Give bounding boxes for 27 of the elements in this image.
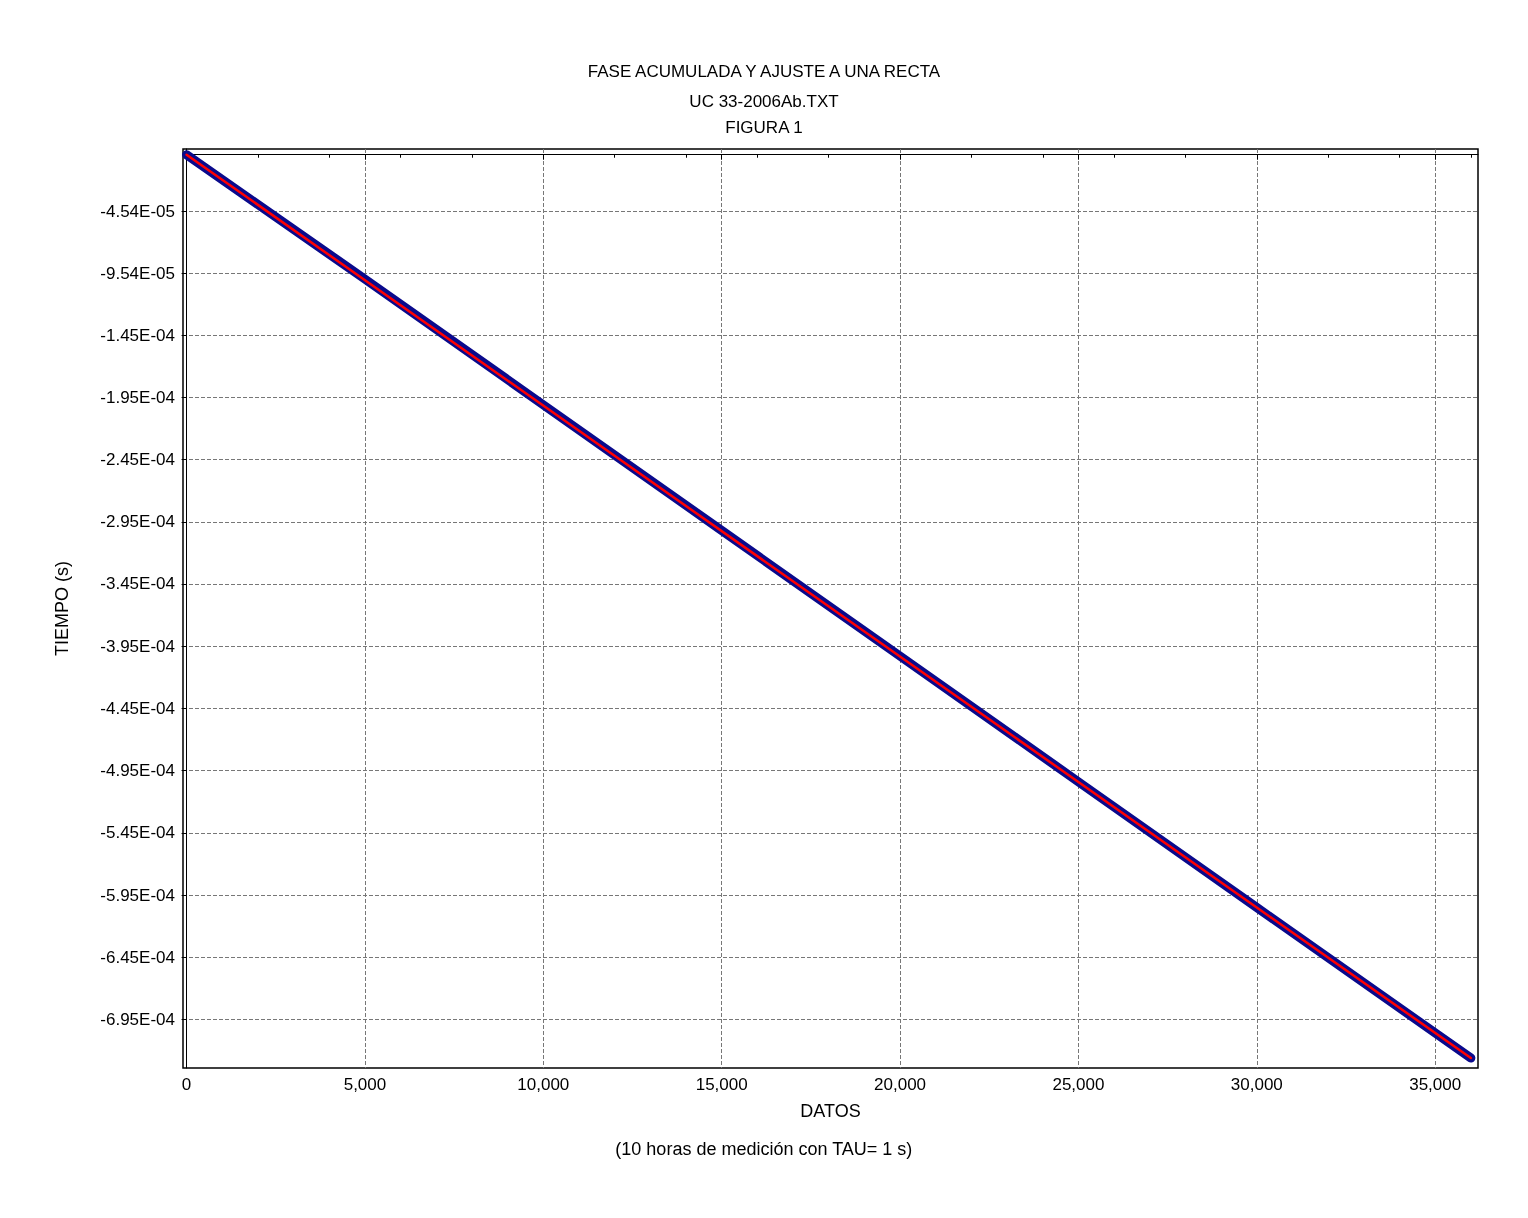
y-tick-label: -2.45E-04: [100, 450, 175, 470]
y-tick-label: -6.45E-04: [100, 947, 175, 967]
y-tick-label: -4.45E-04: [100, 698, 175, 718]
x-tick-label: 35,000: [1409, 1075, 1462, 1094]
x-tick-label: 5,000: [343, 1075, 387, 1094]
x-tick-label: 10,000: [517, 1075, 570, 1094]
chart-title: FASE ACUMULADA Y AJUSTE A UNA RECTA: [587, 62, 941, 81]
x-tick-label: 15,000: [695, 1075, 748, 1094]
y-tick-label: -4.54E-05: [100, 201, 175, 221]
text: (10 horas de medición con TAU= 1 s): [615, 1139, 913, 1159]
x-tick-label: 25,000: [1052, 1075, 1105, 1094]
y-tick-label: -3.45E-04: [100, 574, 175, 594]
x-axis-title: DATOS: [800, 1101, 861, 1121]
y-tick-label: -6.95E-04: [100, 1009, 175, 1029]
y-tick-label: -5.45E-04: [100, 823, 175, 843]
x-tick-label: 0: [181, 1075, 192, 1094]
y-tick-label: -1.45E-04: [100, 325, 175, 345]
y-axis-title: TIEMPO (s): [52, 561, 72, 656]
y-tick-label: -2.95E-04: [100, 512, 175, 532]
chart-subtitle: UC 33-2006Ab.TXT FIGURA 1: [689, 91, 839, 137]
x-tick-label: 30,000: [1230, 1075, 1283, 1094]
y-tick-label: -5.95E-04: [100, 885, 175, 905]
x-tick-label: 20,000: [874, 1075, 927, 1094]
y-tick-label: -1.95E-04: [100, 387, 175, 407]
y-tick-label: -3.95E-04: [100, 636, 175, 656]
y-tick-label: -4.95E-04: [100, 761, 175, 781]
y-tick-label: -9.54E-05: [100, 263, 175, 283]
